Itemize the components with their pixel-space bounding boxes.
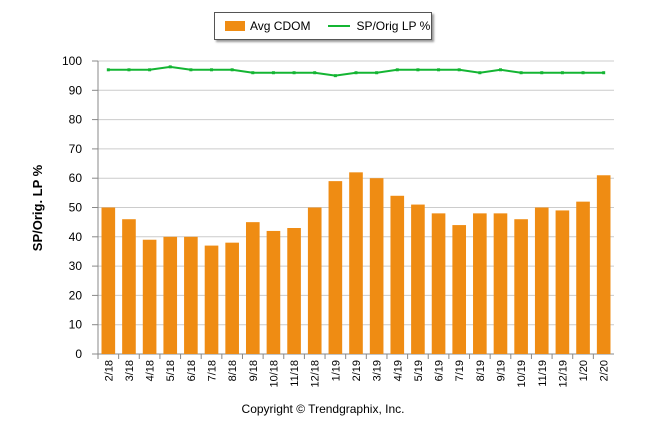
bar [452, 225, 467, 354]
x-tick-label: 12/19 [557, 360, 569, 388]
x-tick-label: 10/18 [268, 360, 280, 388]
legend: Avg CDOM SP/Orig LP % [214, 12, 432, 40]
line-point [168, 65, 172, 69]
line-point [210, 68, 214, 72]
bar [287, 228, 301, 354]
bar [411, 204, 425, 354]
line-point [540, 71, 544, 75]
x-tick-label: 2/19 [351, 360, 363, 381]
bar [349, 172, 363, 354]
y-tick-label: 0 [75, 347, 82, 361]
line-point [354, 71, 358, 75]
legend-swatch-line [328, 25, 351, 27]
bar [596, 175, 611, 354]
x-tick-label: 3/19 [372, 360, 384, 381]
x-tick-label: 1/20 [578, 360, 590, 381]
x-tick-label: 7/19 [454, 360, 466, 381]
legend-swatch-bar [225, 21, 245, 31]
bar [390, 195, 405, 354]
bar [555, 210, 570, 354]
line-point [189, 68, 193, 72]
chart-svg: SP/Orig. LP % 0 10 20 30 40 50 60 70 80 90 100 2/18… [30, 54, 614, 388]
line-point [519, 71, 523, 75]
x-tick-label: 4/19 [392, 360, 404, 381]
y-tick-label: 70 [69, 142, 83, 156]
bar [163, 236, 178, 354]
line-point [292, 71, 296, 75]
line-point [478, 71, 482, 75]
bar [122, 219, 136, 354]
line-point [313, 71, 317, 75]
legend-label: Avg CDOM [250, 19, 311, 33]
x-tick-label: 6/18 [186, 360, 198, 381]
y-tick-label: 10 [69, 318, 83, 332]
line-point [581, 71, 585, 75]
bar [576, 201, 590, 354]
line-point [560, 71, 564, 75]
bar [431, 213, 446, 354]
x-tick-label: 8/18 [227, 360, 239, 381]
y-tick-label: 80 [69, 113, 83, 127]
line-point [498, 68, 502, 72]
x-tick-label: 10/19 [516, 360, 528, 388]
y-tick-label: 20 [69, 288, 83, 302]
line-point [437, 68, 441, 72]
x-tick-label: 1/19 [330, 360, 342, 381]
x-tick-label: 9/18 [248, 360, 260, 381]
x-tick-label: 3/18 [124, 360, 136, 381]
line-point [230, 68, 234, 72]
line-point [375, 71, 379, 75]
y-tick-label: 100 [62, 54, 82, 68]
line-point [333, 74, 337, 78]
legend-item-avg-cdom: Avg CDOM [225, 19, 310, 33]
x-tick-label: 12/18 [310, 360, 322, 388]
y-tick-label: 40 [69, 230, 83, 244]
x-tick-label: 7/18 [207, 360, 219, 381]
line-point [251, 71, 255, 75]
bar [204, 245, 219, 354]
y-tick-label: 50 [69, 201, 83, 215]
bar [473, 213, 487, 354]
line-point [148, 68, 152, 72]
bar [101, 207, 116, 354]
y-tick-label: 60 [69, 171, 83, 185]
bar [142, 239, 157, 354]
x-tick-label: 5/18 [165, 360, 177, 381]
line-point [602, 71, 606, 75]
x-tick-label: 6/19 [434, 360, 446, 381]
y-tick-label: 90 [69, 83, 83, 97]
bar [225, 242, 239, 354]
line-point [127, 68, 131, 72]
bar [184, 236, 198, 354]
x-tick-label: 2/18 [103, 360, 115, 381]
legend-label: SP/Orig LP % [356, 19, 431, 33]
line-point [416, 68, 420, 72]
line-point [106, 68, 110, 72]
line-point [457, 68, 461, 72]
bar [534, 207, 549, 354]
bar [514, 219, 528, 354]
x-tick-label: 5/19 [413, 360, 425, 381]
legend-item-sp-orig-lp: SP/Orig LP % [320, 19, 430, 33]
bar [328, 181, 343, 354]
y-axis-label: SP/Orig. LP % [30, 164, 45, 251]
bar [266, 230, 281, 354]
bar [369, 178, 384, 354]
x-tick-label: 11/19 [537, 360, 549, 387]
x-tick-label: 9/19 [495, 360, 507, 381]
x-tick-label: 8/19 [475, 360, 487, 381]
line-point [271, 71, 275, 75]
bar [245, 222, 260, 354]
copyright-text: Copyright © Trendgraphix, Inc. [241, 402, 405, 416]
x-tick-label: 4/18 [145, 360, 157, 381]
y-tick-label: 30 [69, 259, 83, 273]
x-tick-label: 2/20 [599, 360, 611, 381]
bar [307, 207, 322, 354]
bar [493, 213, 508, 354]
x-tick-label: 11/18 [289, 360, 301, 387]
line-point [395, 68, 399, 72]
